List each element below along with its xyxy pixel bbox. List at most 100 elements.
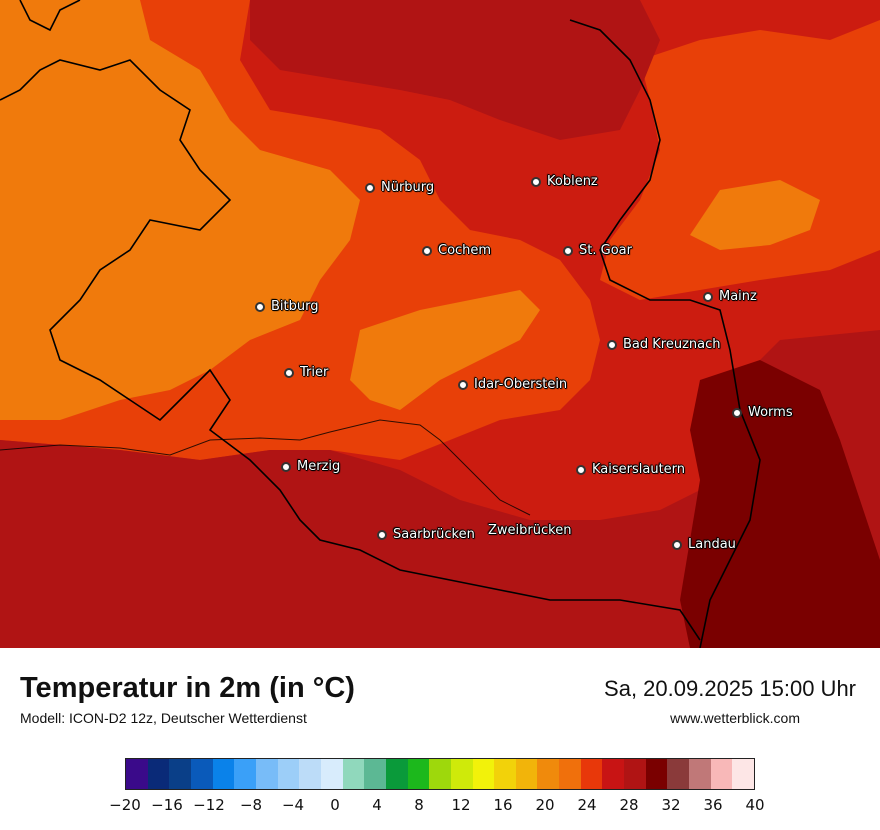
legend-color-cell — [472, 759, 495, 789]
legend-tick-label: −16 — [151, 796, 183, 814]
city-dot-icon — [458, 379, 468, 390]
city-label: Kaiserslautern — [592, 462, 686, 477]
city-marker[interactable]: Idar-Oberstein — [458, 377, 567, 392]
legend-tick-label: 36 — [703, 796, 723, 814]
city-marker[interactable]: Cochem — [422, 243, 491, 258]
legend-tick-label: 4 — [372, 796, 382, 814]
legend-color-cell — [732, 759, 755, 789]
city-label: Nürburg — [381, 180, 435, 195]
legend-color-cell — [407, 759, 430, 789]
city-dot-icon — [563, 245, 573, 256]
city-dot-icon — [422, 245, 432, 256]
city-marker[interactable]: St. Goar — [563, 243, 632, 258]
city-label: Saarbrücken — [393, 527, 475, 542]
temperature-map[interactable]: Nürburg Koblenz Cochem St. Goar Mainz Bi… — [0, 0, 880, 648]
legend-tick-label: 16 — [493, 796, 513, 814]
legend-color-cell — [255, 759, 278, 789]
city-marker[interactable]: Bitburg — [255, 299, 319, 314]
city-dot-icon — [281, 461, 291, 472]
city-dot-icon — [672, 539, 682, 550]
city-marker[interactable]: Trier — [284, 365, 328, 380]
model-source: Modell: ICON-D2 12z, Deutscher Wetterdie… — [20, 710, 307, 726]
city-marker[interactable]: Saarbrücken — [377, 527, 475, 542]
city-label: Merzig — [297, 459, 341, 474]
legend-tick-label: 32 — [661, 796, 681, 814]
city-label: Bitburg — [271, 299, 319, 314]
city-dot-icon — [607, 339, 617, 350]
city-label: Koblenz — [547, 174, 598, 189]
legend-color-cell — [602, 759, 625, 789]
border-lines-2 — [19, 0, 81, 32]
city-label: Idar-Oberstein — [474, 377, 568, 392]
color-scale-legend — [125, 758, 755, 790]
legend-color-cell — [234, 759, 256, 789]
field-22-24-east — [690, 180, 820, 250]
city-marker[interactable]: Bad Kreuznach — [607, 337, 721, 352]
city-label: Mainz — [719, 289, 757, 304]
legend-color-cell — [645, 759, 668, 789]
city-dot-icon — [377, 529, 387, 540]
legend-tick-label: 24 — [577, 796, 597, 814]
city-label: Worms — [748, 405, 793, 420]
legend-tick-label: −20 — [109, 796, 141, 814]
legend-color-cell — [299, 759, 321, 789]
city-dot-icon — [255, 301, 265, 312]
legend-color-cell — [494, 759, 516, 789]
legend-tick-label: 8 — [414, 796, 424, 814]
legend-color-cell — [537, 759, 560, 789]
city-dot-icon — [732, 407, 742, 418]
map-title: Temperatur in 2m (in °C) — [20, 672, 355, 704]
legend-color-cell — [342, 759, 365, 789]
legend-color-cell — [515, 759, 538, 789]
legend-color-cell — [126, 759, 148, 789]
field-28-30-south — [0, 330, 880, 648]
legend-tick-label: 20 — [535, 796, 555, 814]
city-label: St. Goar — [579, 243, 632, 258]
legend-color-cell — [385, 759, 408, 789]
city-dot-icon — [703, 291, 713, 302]
city-marker[interactable]: Kaiserslautern — [576, 462, 685, 477]
border-lines-4 — [0, 419, 531, 516]
legend-tick-labels: −20 −16 −12 −8 −4 0 4 8 12 16 20 24 28 32 36 40 — [109, 790, 764, 814]
city-label: Landau — [688, 537, 736, 552]
legend-color-cell — [624, 759, 646, 789]
legend-color-cell — [190, 759, 213, 789]
legend-color-cell — [147, 759, 170, 789]
city-marker[interactable]: Zweibrücken — [488, 523, 571, 538]
forecast-datetime: Sa, 20.09.2025 15:00 Uhr — [604, 676, 856, 701]
city-dot-icon — [284, 367, 294, 378]
city-dot-icon — [576, 464, 586, 475]
city-label: Trier — [300, 365, 329, 380]
field-28-30-north — [250, 0, 660, 140]
legend-tick-label: 0 — [330, 796, 340, 814]
border-lines — [0, 59, 701, 641]
legend-tick-label: −12 — [193, 796, 225, 814]
legend-tick-label: −4 — [281, 796, 305, 814]
border-lines-3 — [569, 19, 761, 648]
legend-color-cell — [277, 759, 300, 789]
legend-color-cell — [169, 759, 191, 789]
city-marker[interactable]: Koblenz — [531, 174, 598, 189]
legend-color-cell — [580, 759, 603, 789]
legend-tick-label: −8 — [239, 796, 263, 814]
legend-color-cell — [689, 759, 711, 789]
field-22-24-west — [0, 0, 360, 420]
city-label: Cochem — [438, 243, 492, 258]
city-marker[interactable]: Mainz — [703, 289, 757, 304]
temperature-field — [0, 0, 880, 648]
city-marker[interactable]: Nürburg — [365, 180, 434, 195]
legend-tick-label: 40 — [745, 796, 765, 814]
website-link[interactable]: www.wetterblick.com — [670, 710, 800, 726]
city-label: Zweibrücken — [488, 523, 572, 538]
city-marker[interactable]: Merzig — [281, 459, 340, 474]
city-dot-icon — [365, 182, 375, 193]
legend-color-cell — [710, 759, 733, 789]
field-30-32-rhine — [680, 360, 880, 648]
legend-color-cell — [364, 759, 386, 789]
legend-color-cell — [429, 759, 451, 789]
legend-color-cell — [450, 759, 473, 789]
legend-tick-label: 28 — [619, 796, 639, 814]
legend-tick-label: 12 — [451, 796, 471, 814]
city-marker[interactable]: Worms — [732, 405, 793, 420]
city-marker[interactable]: Landau — [672, 537, 736, 552]
